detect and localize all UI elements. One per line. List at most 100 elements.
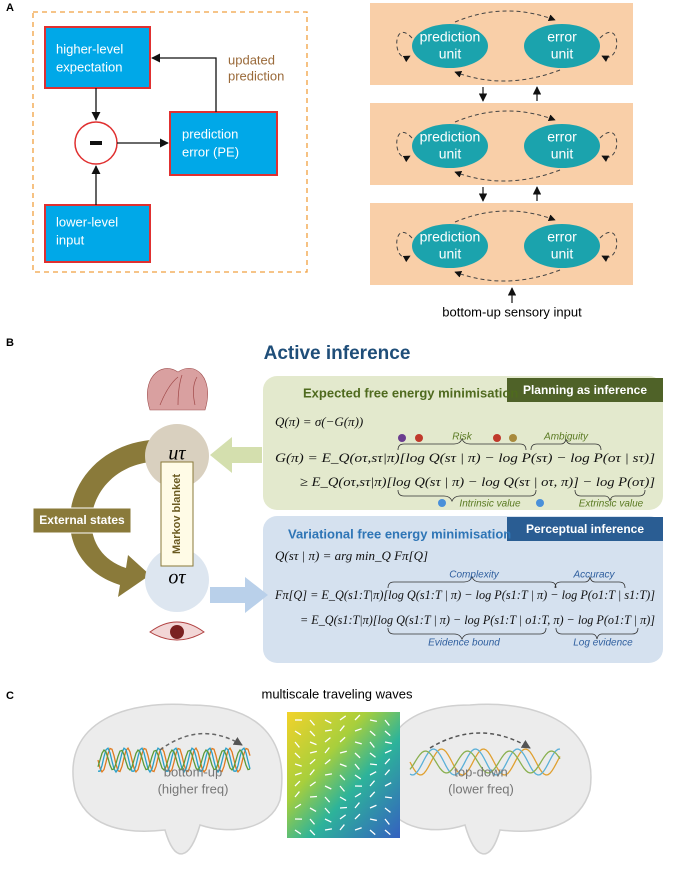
vector bbox=[324, 747, 330, 754]
vector bbox=[309, 750, 317, 754]
vfe-panel bbox=[263, 516, 663, 663]
equation: = E_Q(s1:T|π)[log Q(s1:T | π) − log P(s1… bbox=[300, 612, 655, 627]
brains bbox=[72, 703, 592, 855]
unit-label: prediction bbox=[420, 229, 481, 245]
loop bbox=[599, 131, 618, 162]
unit-label: error bbox=[547, 229, 577, 245]
vector bbox=[309, 807, 317, 813]
waves bbox=[97, 746, 561, 776]
external-arrow bbox=[69, 440, 150, 597]
arrows bbox=[91, 53, 217, 205]
error-unit bbox=[524, 124, 600, 168]
prediction-unit bbox=[412, 24, 488, 68]
sensory-label: bottom-up sensory input bbox=[442, 304, 582, 319]
vector bbox=[369, 829, 376, 836]
dot bbox=[415, 434, 423, 442]
action-arrow bbox=[210, 437, 262, 473]
vector bbox=[324, 719, 332, 724]
error-unit bbox=[524, 224, 600, 268]
vector bbox=[309, 730, 316, 737]
vector bbox=[294, 741, 300, 748]
link bbox=[454, 110, 556, 123]
efe-panel bbox=[263, 376, 663, 510]
vector bbox=[384, 758, 391, 765]
vector bbox=[339, 814, 347, 820]
vector bbox=[324, 729, 333, 732]
unit-label: error bbox=[547, 29, 577, 45]
title: multiscale traveling waves bbox=[261, 686, 413, 701]
equation: Fπ[Q] = E_Q(s1:T|π)[log Q(s1:T | π) − lo… bbox=[274, 587, 655, 602]
vector bbox=[384, 782, 392, 787]
annotation: Intrinsic value bbox=[459, 499, 521, 510]
sense-arrow bbox=[210, 577, 268, 613]
o-label: oτ bbox=[168, 567, 186, 589]
dot bbox=[398, 434, 406, 442]
vector bbox=[384, 807, 391, 813]
vector bbox=[339, 796, 347, 802]
dot bbox=[493, 434, 501, 442]
vector bbox=[354, 802, 360, 809]
wave-map bbox=[287, 712, 400, 838]
vector bbox=[294, 780, 301, 787]
braces bbox=[387, 437, 646, 641]
annotation: Accuracy bbox=[572, 570, 615, 581]
annotation: Risk bbox=[452, 432, 472, 443]
vector bbox=[339, 824, 345, 831]
title: Active inference bbox=[264, 343, 411, 364]
direction-arrow bbox=[159, 733, 243, 751]
vector bbox=[354, 752, 361, 759]
tab-label: Perceptual inference bbox=[526, 522, 644, 536]
text: error (PE) bbox=[182, 144, 239, 159]
vector bbox=[354, 763, 360, 770]
wave bbox=[409, 748, 561, 776]
unit-label: prediction bbox=[420, 129, 481, 145]
annotation: Extrinsic value bbox=[579, 499, 644, 510]
vector bbox=[384, 741, 392, 745]
wave bbox=[409, 750, 561, 774]
vector bbox=[384, 796, 393, 799]
level-arrows bbox=[478, 86, 542, 303]
wave-label: top-down bbox=[454, 764, 507, 779]
panel-title: Expected free energy minimisation bbox=[303, 385, 518, 400]
eye-icon bbox=[149, 621, 205, 641]
vector bbox=[324, 818, 332, 823]
vector bbox=[354, 813, 361, 820]
text: prediction bbox=[182, 126, 238, 141]
prediction-unit bbox=[412, 224, 488, 268]
unit-label: error bbox=[547, 129, 577, 145]
vector bbox=[339, 750, 347, 754]
equation: ≥ E_Q(oτ,sτ|π)[log Q(sτ | π) − log Q(sτ … bbox=[300, 474, 655, 489]
vector bbox=[369, 791, 376, 798]
vector bbox=[339, 785, 345, 792]
vector bbox=[339, 715, 347, 721]
vector bbox=[384, 769, 391, 776]
vector bbox=[354, 827, 362, 831]
vector bbox=[369, 771, 377, 776]
loop bbox=[396, 31, 413, 63]
vector bbox=[294, 791, 300, 798]
vector bbox=[309, 741, 317, 746]
vector bbox=[354, 728, 362, 732]
link bbox=[454, 10, 556, 23]
wave bbox=[97, 748, 251, 772]
vector bbox=[294, 829, 302, 835]
brain-icon bbox=[147, 367, 208, 411]
annotation: Ambiguity bbox=[543, 432, 589, 443]
vector bbox=[309, 719, 316, 726]
vector bbox=[369, 752, 376, 758]
unit-label: prediction bbox=[420, 29, 481, 45]
vector bbox=[294, 803, 302, 809]
loop bbox=[396, 131, 413, 163]
vector bbox=[384, 818, 390, 825]
unit-label: unit bbox=[439, 146, 462, 162]
link bbox=[454, 210, 556, 223]
frame bbox=[32, 11, 308, 273]
equation: Q(sτ | π) = arg min_Q Fπ[Q] bbox=[275, 548, 428, 563]
loop bbox=[396, 231, 413, 263]
vector bbox=[339, 763, 347, 768]
vector bbox=[384, 719, 390, 726]
updated-label: updated bbox=[228, 52, 275, 67]
vector bbox=[324, 807, 331, 814]
unit-label: unit bbox=[439, 246, 462, 262]
